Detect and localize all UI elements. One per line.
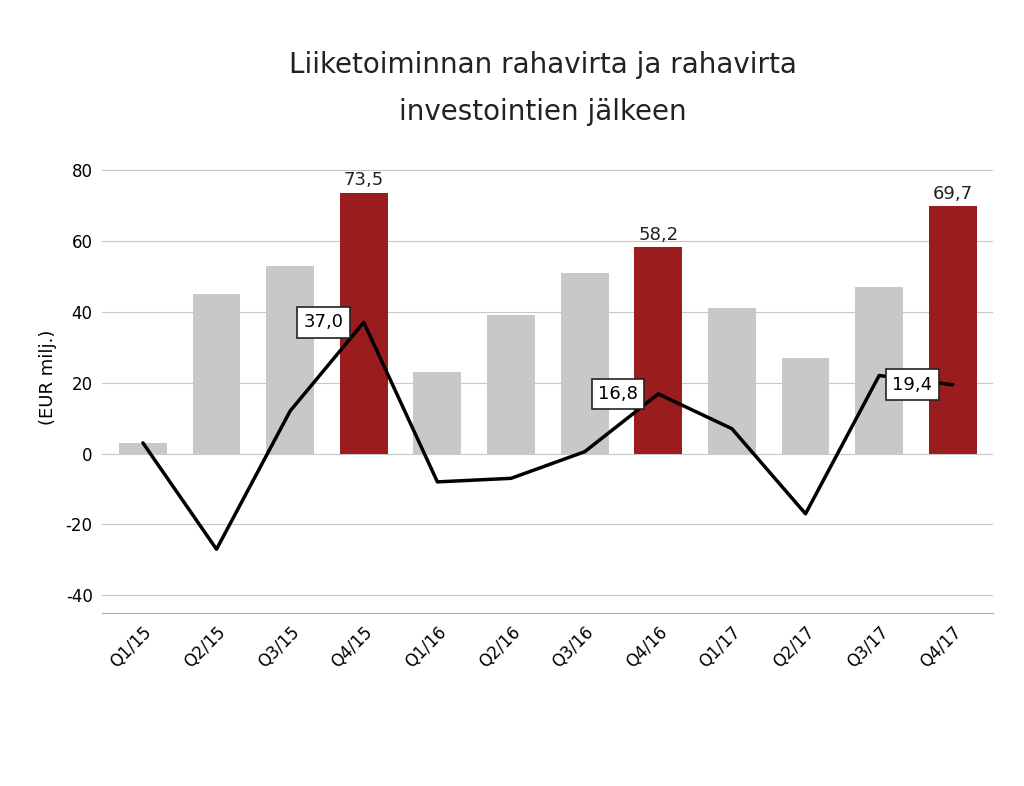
Text: 73,5: 73,5 [344,171,384,189]
Text: 58,2: 58,2 [638,226,678,244]
Bar [414,372,462,454]
Y-axis label: (EUR milj.): (EUR milj.) [39,329,57,425]
Bar [487,315,535,454]
Text: 19,4: 19,4 [892,376,933,394]
Bar [561,273,608,454]
Bar [708,308,756,454]
Bar [929,207,977,454]
Text: 37,0: 37,0 [303,314,343,332]
Text: 69,7: 69,7 [933,185,973,203]
Bar [119,443,167,454]
Bar [855,287,903,454]
Bar [634,247,682,454]
Text: 16,8: 16,8 [598,385,638,403]
Bar [193,294,241,454]
Text: Liiketoiminnan rahavirta ja rahavirta: Liiketoiminnan rahavirta ja rahavirta [289,50,797,79]
Bar [781,358,829,454]
Text: investointien jälkeen: investointien jälkeen [399,97,686,126]
Bar [340,193,388,454]
Bar [266,266,314,454]
